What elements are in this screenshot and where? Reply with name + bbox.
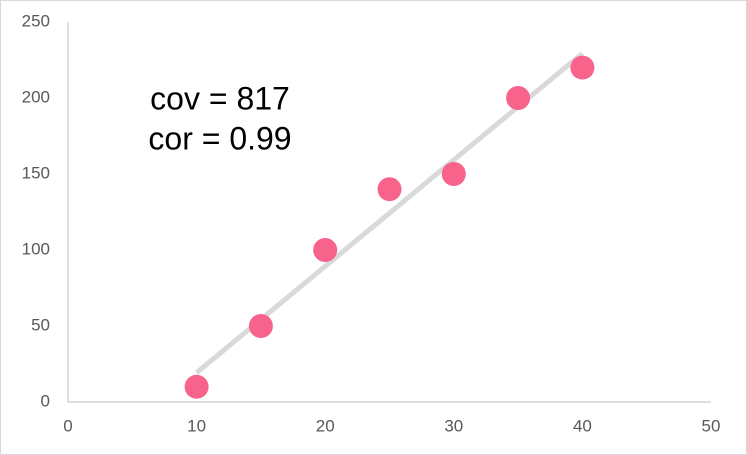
y-tick-label: 100 — [22, 239, 50, 258]
y-tick-label: 200 — [22, 87, 50, 106]
point — [506, 86, 531, 110]
annotation: cov = 817 — [150, 80, 290, 116]
y-tick-label: 250 — [22, 11, 50, 30]
point — [570, 55, 595, 80]
x-tick-label: 50 — [702, 416, 721, 435]
point — [313, 238, 338, 262]
annotation: cor = 0.99 — [148, 120, 291, 156]
x-tick-label: 10 — [187, 416, 206, 435]
point — [184, 374, 209, 399]
y-tick-label: 0 — [41, 391, 50, 410]
x-tick-label: 0 — [63, 416, 72, 435]
point — [248, 314, 273, 338]
point — [377, 177, 402, 202]
y-tick-label: 50 — [31, 315, 50, 334]
x-tick-label: 40 — [573, 416, 592, 435]
x-tick-label: 20 — [316, 416, 335, 435]
y-tick-label: 150 — [22, 163, 50, 182]
point — [441, 162, 466, 186]
x-tick-label: 30 — [444, 416, 463, 435]
